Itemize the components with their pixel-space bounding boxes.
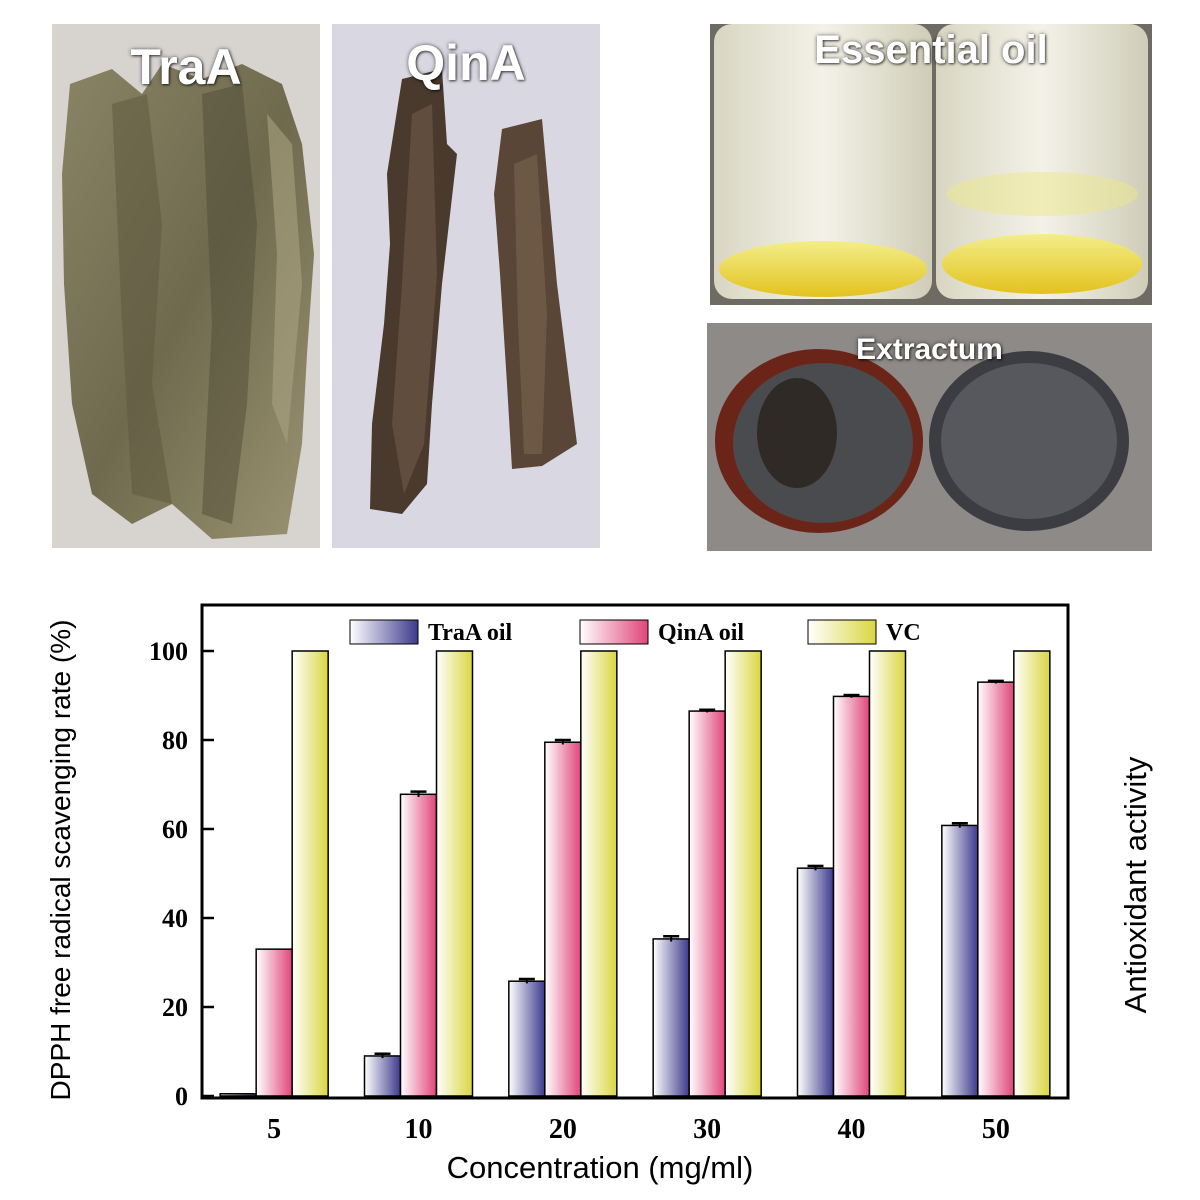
y-axis-title: DPPH free radical scavenging rate (%) [45, 620, 76, 1101]
y-tick-label-80: 80 [162, 726, 188, 755]
extractum-photo: Extractum [707, 323, 1152, 551]
bar-qina-20 [544, 741, 582, 1097]
bar-qina-10 [399, 793, 438, 1097]
y-axis: 0 20 40 60 80 100 [149, 637, 214, 1111]
bar-qina-5 [255, 948, 293, 1097]
bar-qina-50 [977, 681, 1015, 1097]
bar-chart: 0 20 40 60 80 100 5 10 20 30 40 50 TraA oil QinA o… [45, 603, 1153, 1185]
legend-swatch-vc [807, 619, 877, 645]
legend-swatch-traa [349, 619, 419, 645]
bar-vc-40 [868, 650, 907, 1097]
bar-traa-30 [652, 938, 690, 1097]
bar-traa-5 [219, 1093, 257, 1097]
legend-label-qina: QinA oil [658, 620, 744, 646]
x-tick-label-50: 50 [982, 1114, 1010, 1145]
bar-traa-40 [796, 867, 835, 1097]
traa-label: TraA [130, 39, 242, 95]
essential-oil-photo: Essential oil [710, 24, 1152, 305]
x-tick-label-30: 30 [693, 1114, 721, 1145]
x-tick-label-10: 10 [405, 1114, 433, 1145]
bar-qina-40 [832, 695, 871, 1097]
legend-label-traa: TraA oil [428, 620, 513, 646]
bar-qina-30 [688, 710, 726, 1097]
bar-vc-10 [435, 650, 474, 1097]
essential-oil-label: Essential oil [814, 28, 1048, 72]
traa-photo: TraA [52, 24, 320, 548]
y-tick-label-20: 20 [162, 993, 188, 1022]
y-tick-label-60: 60 [162, 815, 188, 844]
qina-photo: QinA [332, 24, 600, 548]
bar-vc-5 [291, 650, 329, 1097]
plot-frame [200, 603, 1070, 1100]
x-tick-label-40: 40 [838, 1114, 866, 1145]
y-tick-label-100: 100 [149, 637, 188, 666]
bars-layer [219, 650, 1051, 1097]
legend: TraA oil QinA oil VC [349, 619, 921, 646]
bar-traa-10 [363, 1055, 402, 1097]
x-tick-label-20: 20 [549, 1114, 577, 1145]
y-tick-label-0: 0 [175, 1082, 188, 1111]
x-tick-label-5: 5 [267, 1114, 281, 1145]
x-axis-title: Concentration (mg/ml) [447, 1150, 754, 1185]
y-tick-label-40: 40 [162, 904, 188, 933]
bar-vc-20 [580, 650, 618, 1097]
bar-traa-20 [508, 980, 546, 1097]
extractum-label: Extractum [856, 333, 1003, 366]
bar-vc-50 [1013, 650, 1051, 1097]
legend-label-vc: VC [886, 620, 921, 646]
bar-traa-50 [941, 824, 979, 1097]
bar-vc-30 [724, 650, 762, 1097]
qina-label: QinA [406, 35, 526, 91]
antioxidant-activity-label: Antioxidant activity [1118, 756, 1153, 1013]
x-axis: 5 10 20 30 40 50 [267, 1114, 1010, 1145]
legend-swatch-qina [579, 619, 649, 645]
